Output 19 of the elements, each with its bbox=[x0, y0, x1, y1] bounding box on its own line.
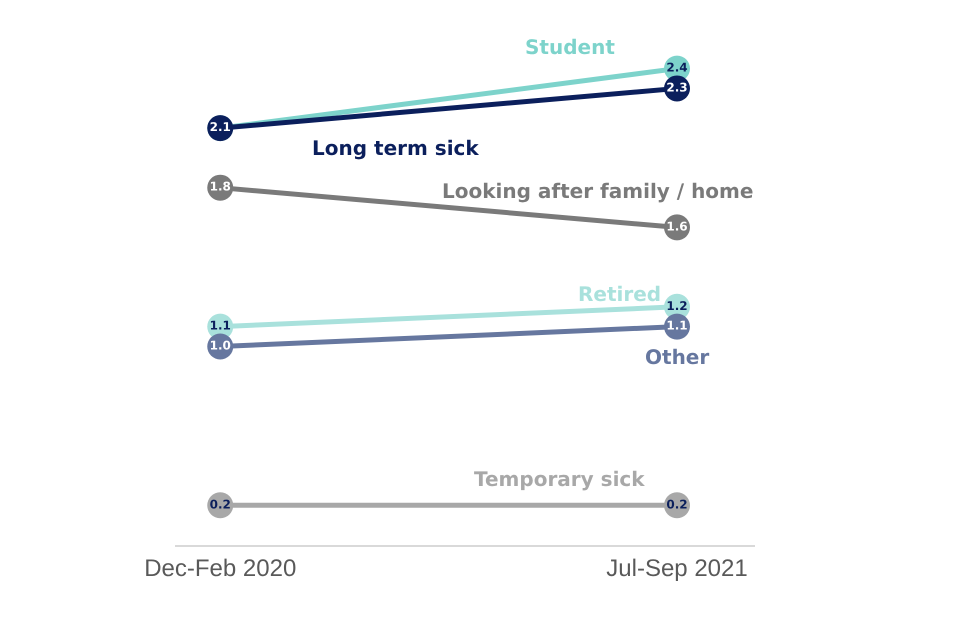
data-label: 1.1 bbox=[666, 318, 688, 333]
x-tick-label: Jul-Sep 2021 bbox=[606, 554, 748, 582]
series-label: Retired bbox=[578, 282, 662, 306]
series-label: Temporary sick bbox=[474, 467, 646, 491]
data-label: 0.2 bbox=[210, 497, 231, 512]
data-label: 0.2 bbox=[666, 497, 688, 512]
series-label: Other bbox=[645, 345, 710, 369]
data-label: 2.4 bbox=[666, 60, 688, 75]
data-label: 2.1 bbox=[210, 120, 231, 134]
series-label: Student bbox=[525, 35, 616, 59]
data-label: 1.0 bbox=[210, 338, 231, 352]
data-label: 1.1 bbox=[210, 318, 231, 333]
x-tick-label: Dec-Feb 2020 bbox=[144, 554, 296, 582]
data-label: 1.6 bbox=[666, 219, 688, 234]
data-label: 1.8 bbox=[210, 180, 231, 194]
data-label: 1.2 bbox=[666, 298, 688, 313]
series-label: Long term sick bbox=[312, 136, 480, 160]
data-label: 2.3 bbox=[666, 80, 688, 94]
series-label: Looking after family / home bbox=[442, 179, 754, 203]
